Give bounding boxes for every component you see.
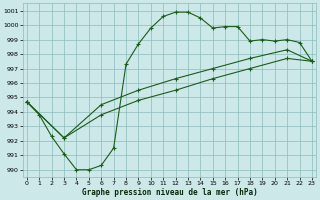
X-axis label: Graphe pression niveau de la mer (hPa): Graphe pression niveau de la mer (hPa) — [82, 188, 257, 197]
